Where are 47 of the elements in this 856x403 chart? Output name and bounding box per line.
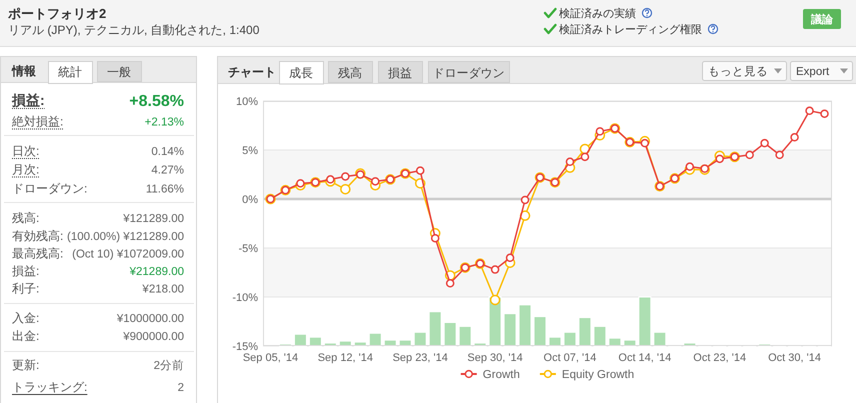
stat-row: 最高残高: (Oct 10) ¥1072009.00 <box>12 246 184 260</box>
x-tick-label: Oct 14, '14 <box>618 352 672 364</box>
verification: 検証済みの実績 <box>559 8 636 20</box>
button: Export <box>790 61 853 81</box>
title: ポートフォリオ2 <box>8 6 106 21</box>
subtitle: リアル (JPY), テクニカル, 自動化された, 1:400 <box>8 23 260 37</box>
verification: 検証済みトレーディング権限 <box>559 24 702 36</box>
y-tick-label: -15% <box>232 341 258 353</box>
button: 議論 <box>803 9 841 29</box>
x-tick-label: Oct 23, '14 <box>693 352 746 364</box>
stat-row: 絶対損益: +2.13% <box>12 114 184 130</box>
stat-row: 月次: 4.27% <box>12 162 184 178</box>
x-tick-label: Oct 07, '14 <box>544 352 596 364</box>
tab: 残高 <box>328 61 373 83</box>
x-tick-label: Sep 30, '14 <box>467 352 523 364</box>
panel-heading: チャート <box>228 65 276 79</box>
tab: 成長 <box>279 61 324 84</box>
stat-row: 有効残高: (100.00%) ¥121289.00 <box>12 229 184 243</box>
x-tick-label: Sep 23, '14 <box>392 352 448 364</box>
y-tick-label: 10% <box>236 96 258 108</box>
tab: 統計 <box>48 61 93 84</box>
stat-row: 出金: ¥900000.00 <box>12 329 184 343</box>
stat-row: 残高: ¥121289.00 <box>12 211 184 225</box>
legend-item: Equity Growth <box>540 369 634 381</box>
stat-row: 利子: ¥218.00 <box>12 282 184 296</box>
stat-row: 更新: 2分前 <box>12 358 184 372</box>
x-tick-label: Sep 12, '14 <box>318 352 373 364</box>
x-tick-label: Oct 30, '14 <box>768 352 821 364</box>
stat-row: 入金: ¥1000000.00 <box>12 311 184 325</box>
y-tick-label: -5% <box>238 243 258 255</box>
x-tick-label: Sep 05, '14 <box>242 352 298 364</box>
y-tick-label: 5% <box>242 145 258 157</box>
tab: 一般 <box>97 61 142 82</box>
stat-row: ドローダウン: 11.66% <box>12 182 184 196</box>
y-tick-label: -10% <box>232 292 258 304</box>
y-tick-label: 0% <box>242 194 258 206</box>
stat-row: 日次: 0.14% <box>12 144 184 159</box>
legend-item: Growth <box>460 369 520 381</box>
stat-row: 損益: +8.58% <box>12 92 184 110</box>
panel-heading: 情報 <box>12 64 36 78</box>
button: もっと見る <box>702 61 787 81</box>
tab: ドローダウン <box>428 61 510 83</box>
legend-label: Equity Growth <box>562 369 634 381</box>
stat-row: 損益: ¥21289.00 <box>12 264 184 278</box>
tab: 損益 <box>378 61 423 83</box>
stat-row: トラッキング: 2 <box>12 380 184 395</box>
legend-label: Growth <box>482 369 520 381</box>
